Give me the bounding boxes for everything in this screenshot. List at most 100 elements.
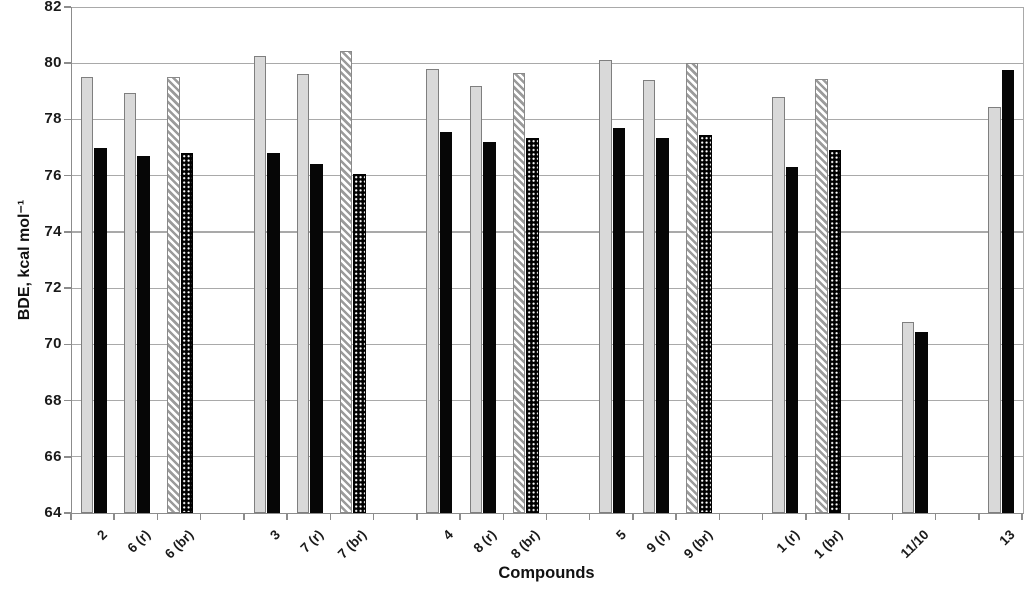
gridline-76: [72, 175, 1023, 177]
y-tick-66: [64, 456, 71, 458]
x-label-4: 4: [440, 527, 457, 543]
bar-black-7(br): [353, 174, 366, 513]
x-label-7(r): 7 (r): [297, 527, 327, 556]
x-tick-10: [502, 514, 505, 520]
y-tick-label-80: 80: [44, 54, 62, 72]
y-tick-74: [64, 231, 71, 233]
x-tick-21: [978, 514, 980, 520]
x-label-1(r): 1 (r): [773, 527, 802, 556]
y-tick-label-72: 72: [44, 279, 62, 297]
bar-gray-7(br): [339, 50, 353, 513]
bar-black-8(r): [483, 141, 496, 513]
x-label-11/10: 11/10: [897, 527, 932, 561]
plot-area: [71, 6, 1024, 514]
bar-gray-6(r): [123, 92, 137, 513]
y-tick-82: [64, 6, 71, 8]
x-tick-6: [329, 514, 332, 520]
bar-gray-3: [253, 56, 267, 513]
bar-black-6(r): [137, 155, 150, 513]
y-tick-label-78: 78: [44, 110, 62, 128]
gridline-72: [72, 287, 1023, 289]
x-label-7(br): 7 (br): [335, 527, 370, 562]
bar-black-4: [439, 132, 453, 513]
bar-gray-1(br): [815, 78, 828, 513]
x-tick-2: [156, 514, 159, 520]
x-tick-14: [675, 514, 677, 520]
x-label-8(r): 8 (r): [470, 527, 500, 556]
bar-black-7(r): [310, 164, 323, 513]
y-tick-label-74: 74: [44, 222, 62, 240]
x-tick-7: [372, 514, 375, 520]
x-label-9(br): 9 (br): [680, 527, 716, 562]
bar-gray-8(r): [469, 85, 483, 513]
bar-gray-9(r): [642, 80, 656, 513]
bar-black-11/10: [915, 331, 928, 513]
y-tick-78: [64, 118, 71, 121]
y-tick-70: [64, 343, 71, 346]
bar-gray-8(br): [512, 73, 526, 513]
y-tick-label-68: 68: [44, 391, 62, 409]
x-tick-18: [848, 514, 850, 520]
y-tick-label-76: 76: [44, 166, 62, 184]
bar-black-6(br): [180, 153, 194, 513]
bar-gray-2: [80, 77, 94, 513]
bar-gray-13: [988, 106, 1001, 513]
x-tick-12: [588, 514, 591, 520]
bar-black-5: [612, 127, 626, 513]
x-label-1(br): 1 (br): [810, 527, 846, 562]
gridline-66: [72, 456, 1023, 458]
bar-black-3: [267, 153, 280, 513]
x-tick-15: [718, 514, 721, 520]
x-label-13: 13: [996, 527, 1018, 549]
bar-black-9(br): [699, 134, 712, 513]
bar-black-2: [94, 147, 107, 513]
x-tick-13: [632, 514, 634, 520]
bar-black-9(r): [656, 137, 669, 513]
x-tick-16: [761, 514, 764, 520]
bar-black-1(r): [785, 167, 799, 513]
y-tick-80: [64, 62, 71, 64]
y-axis-title: BDE, kcal mol⁻¹: [16, 199, 33, 321]
y-tick-label-70: 70: [44, 335, 62, 353]
gridline-80: [72, 62, 1023, 64]
bar-gray-6(br): [167, 77, 180, 513]
gridline-68: [72, 400, 1023, 402]
x-tick-9: [459, 514, 461, 520]
x-tick-19: [891, 514, 894, 520]
x-tick-0: [70, 514, 72, 520]
x-axis-title: Compounds: [498, 564, 595, 582]
y-tick-76: [64, 174, 71, 177]
y-tick-label-66: 66: [44, 447, 62, 465]
bar-gray-7(r): [296, 74, 310, 513]
x-label-6(r): 6 (r): [124, 527, 154, 556]
y-tick-label-82: 82: [44, 0, 62, 15]
gridline-70: [72, 343, 1023, 346]
x-tick-20: [934, 514, 937, 520]
y-tick-72: [64, 287, 71, 289]
x-tick-8: [416, 514, 418, 520]
bar-gray-1(r): [772, 96, 785, 513]
y-tick-64: [64, 512, 71, 514]
gridline-78: [72, 118, 1023, 121]
gridline-74: [72, 231, 1023, 233]
x-tick-5: [286, 514, 288, 520]
x-tick-17: [805, 514, 807, 520]
bar-gray-5: [599, 60, 612, 513]
y-tick-label-64: 64: [44, 504, 62, 521]
x-label-6(br): 6 (br): [162, 527, 197, 562]
bar-black-13: [1001, 70, 1015, 513]
bar-gray-11/10: [901, 321, 915, 513]
x-label-9(r): 9 (r): [643, 527, 673, 556]
gridline-82: [72, 6, 1023, 8]
bar-black-8(br): [526, 137, 539, 513]
y-tick-68: [64, 399, 71, 402]
x-label-5: 5: [613, 527, 629, 543]
x-tick-3: [199, 514, 202, 520]
x-tick-22: [1021, 514, 1023, 520]
x-label-8(br): 8 (br): [508, 527, 543, 562]
x-tick-4: [243, 514, 245, 520]
bar-gray-9(br): [685, 63, 699, 513]
x-label-3: 3: [267, 527, 284, 543]
bar-gray-4: [426, 68, 439, 513]
